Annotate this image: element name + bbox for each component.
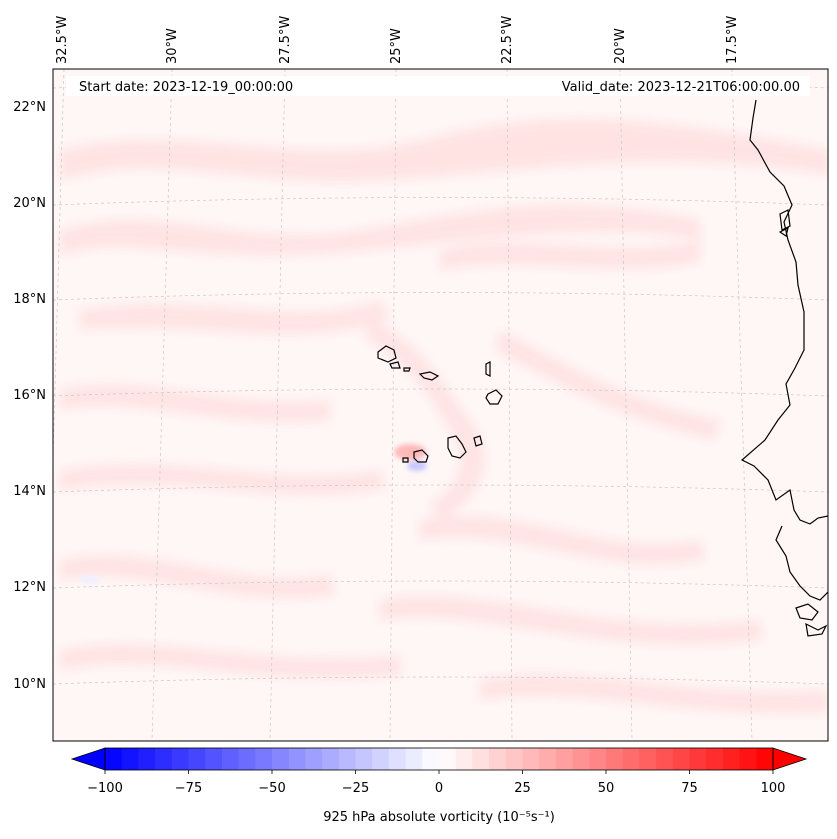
colorbar-cell [171,748,190,770]
colorbar-tick-label: 50 [598,781,615,796]
valid-date-label: Valid_date: 2023-12-21T06:00:00.00 [562,80,800,95]
lon-label: 17.5°W [725,16,740,64]
colorbar-tick-label: 100 [761,781,786,796]
lon-label: 25°W [389,28,404,64]
colorbar-cell [706,748,724,770]
colorbar-cell [622,748,640,770]
start-date-label: Start date: 2023-12-19_00:00:00 [79,80,293,95]
colorbar-cell [756,748,774,770]
colorbar-cell [489,748,507,770]
colorbar-tick-label: −100 [87,781,123,796]
colorbar-cell [422,748,440,770]
vorticity-field [60,118,828,714]
graticule [53,69,828,741]
colorbar-cell [672,748,691,770]
lat-label: 14°N [13,484,46,499]
colorbar-tick-label: 25 [514,781,531,796]
colorbar-cell [322,748,340,770]
lon-label: 22.5°W [500,16,515,64]
island-santo-antao [377,345,397,363]
colorbar-cell [238,748,256,770]
colorbar-ticks [104,770,774,774]
colorbar-tick-label: 0 [435,781,443,796]
colorbar-cell [572,748,590,770]
lon-label: 20°W [613,28,628,64]
colorbar-cell [205,748,223,770]
colorbar-cell [739,748,757,770]
colorbar-cell [305,748,323,770]
coastlines [377,99,828,637]
colorbar-cell [722,748,741,770]
colorbar-cell [138,748,156,770]
lat-label: 10°N [13,677,46,692]
colorbar-cell [405,748,423,770]
colorbar-cell [288,748,306,770]
lon-label: 27.5°W [278,16,293,64]
colorbar-cell [121,748,139,770]
colorbar-cell [656,748,674,770]
colorbar-tick-labels: −100 −75 −50 −25 0 25 50 75 100 [87,781,785,796]
colorbar-cell [539,748,557,770]
colorbar-cell [522,748,540,770]
lon-label: 32.5°W [55,16,70,64]
colorbar-cells [105,748,774,770]
colorbar-cell [439,748,457,770]
colorbar-cell [555,748,574,770]
colorbar-cell [272,748,290,770]
lat-label: 20°N [13,196,46,211]
colorbar-label: 925 hPa absolute vorticity (10⁻⁵s⁻¹) [323,810,555,825]
colorbar-tick-label: 75 [681,781,698,796]
colorbar: −100 −75 −50 −25 0 25 50 75 100 925 hPa … [70,747,808,825]
colorbar-cell [606,748,624,770]
lat-label: 22°N [13,100,46,115]
longitude-labels: 32.5°W 30°W 27.5°W 25°W 22.5°W 20°W 17.5… [55,16,740,64]
colorbar-cell [455,748,473,770]
colorbar-cell [689,748,707,770]
colorbar-cell [472,748,490,770]
colorbar-cell [105,748,123,770]
map-panel: Start date: 2023-12-19_00:00:00 Valid_da… [52,68,829,742]
colorbar-cell [255,748,273,770]
colorbar-cell [639,748,657,770]
latitude-labels: 22°N 20°N 18°N 16°N 14°N 12°N 10°N [13,100,46,692]
lon-label: 30°W [165,28,180,64]
vorticity-anomaly [80,444,427,584]
colorbar-cell [372,748,390,770]
colorbar-cell [221,748,240,770]
colorbar-cell [388,748,407,770]
colorbar-cell [338,748,357,770]
colorbar-tick-label: −25 [342,781,369,796]
colorbar-cell [355,748,373,770]
lat-label: 12°N [13,580,46,595]
colorbar-high-extension [772,747,808,771]
colorbar-cell [155,748,173,770]
lat-label: 18°N [13,292,46,307]
map-frame [52,68,829,742]
africa-coastline [740,99,828,525]
lat-label: 16°N [13,388,46,403]
colorbar-cell [589,748,607,770]
colorbar-tick-label: −75 [175,781,202,796]
colorbar-low-extension [70,747,106,771]
title-band [66,76,810,96]
colorbar-tick-label: −50 [258,781,285,796]
colorbar-cell [188,748,206,770]
colorbar-cell [505,748,524,770]
